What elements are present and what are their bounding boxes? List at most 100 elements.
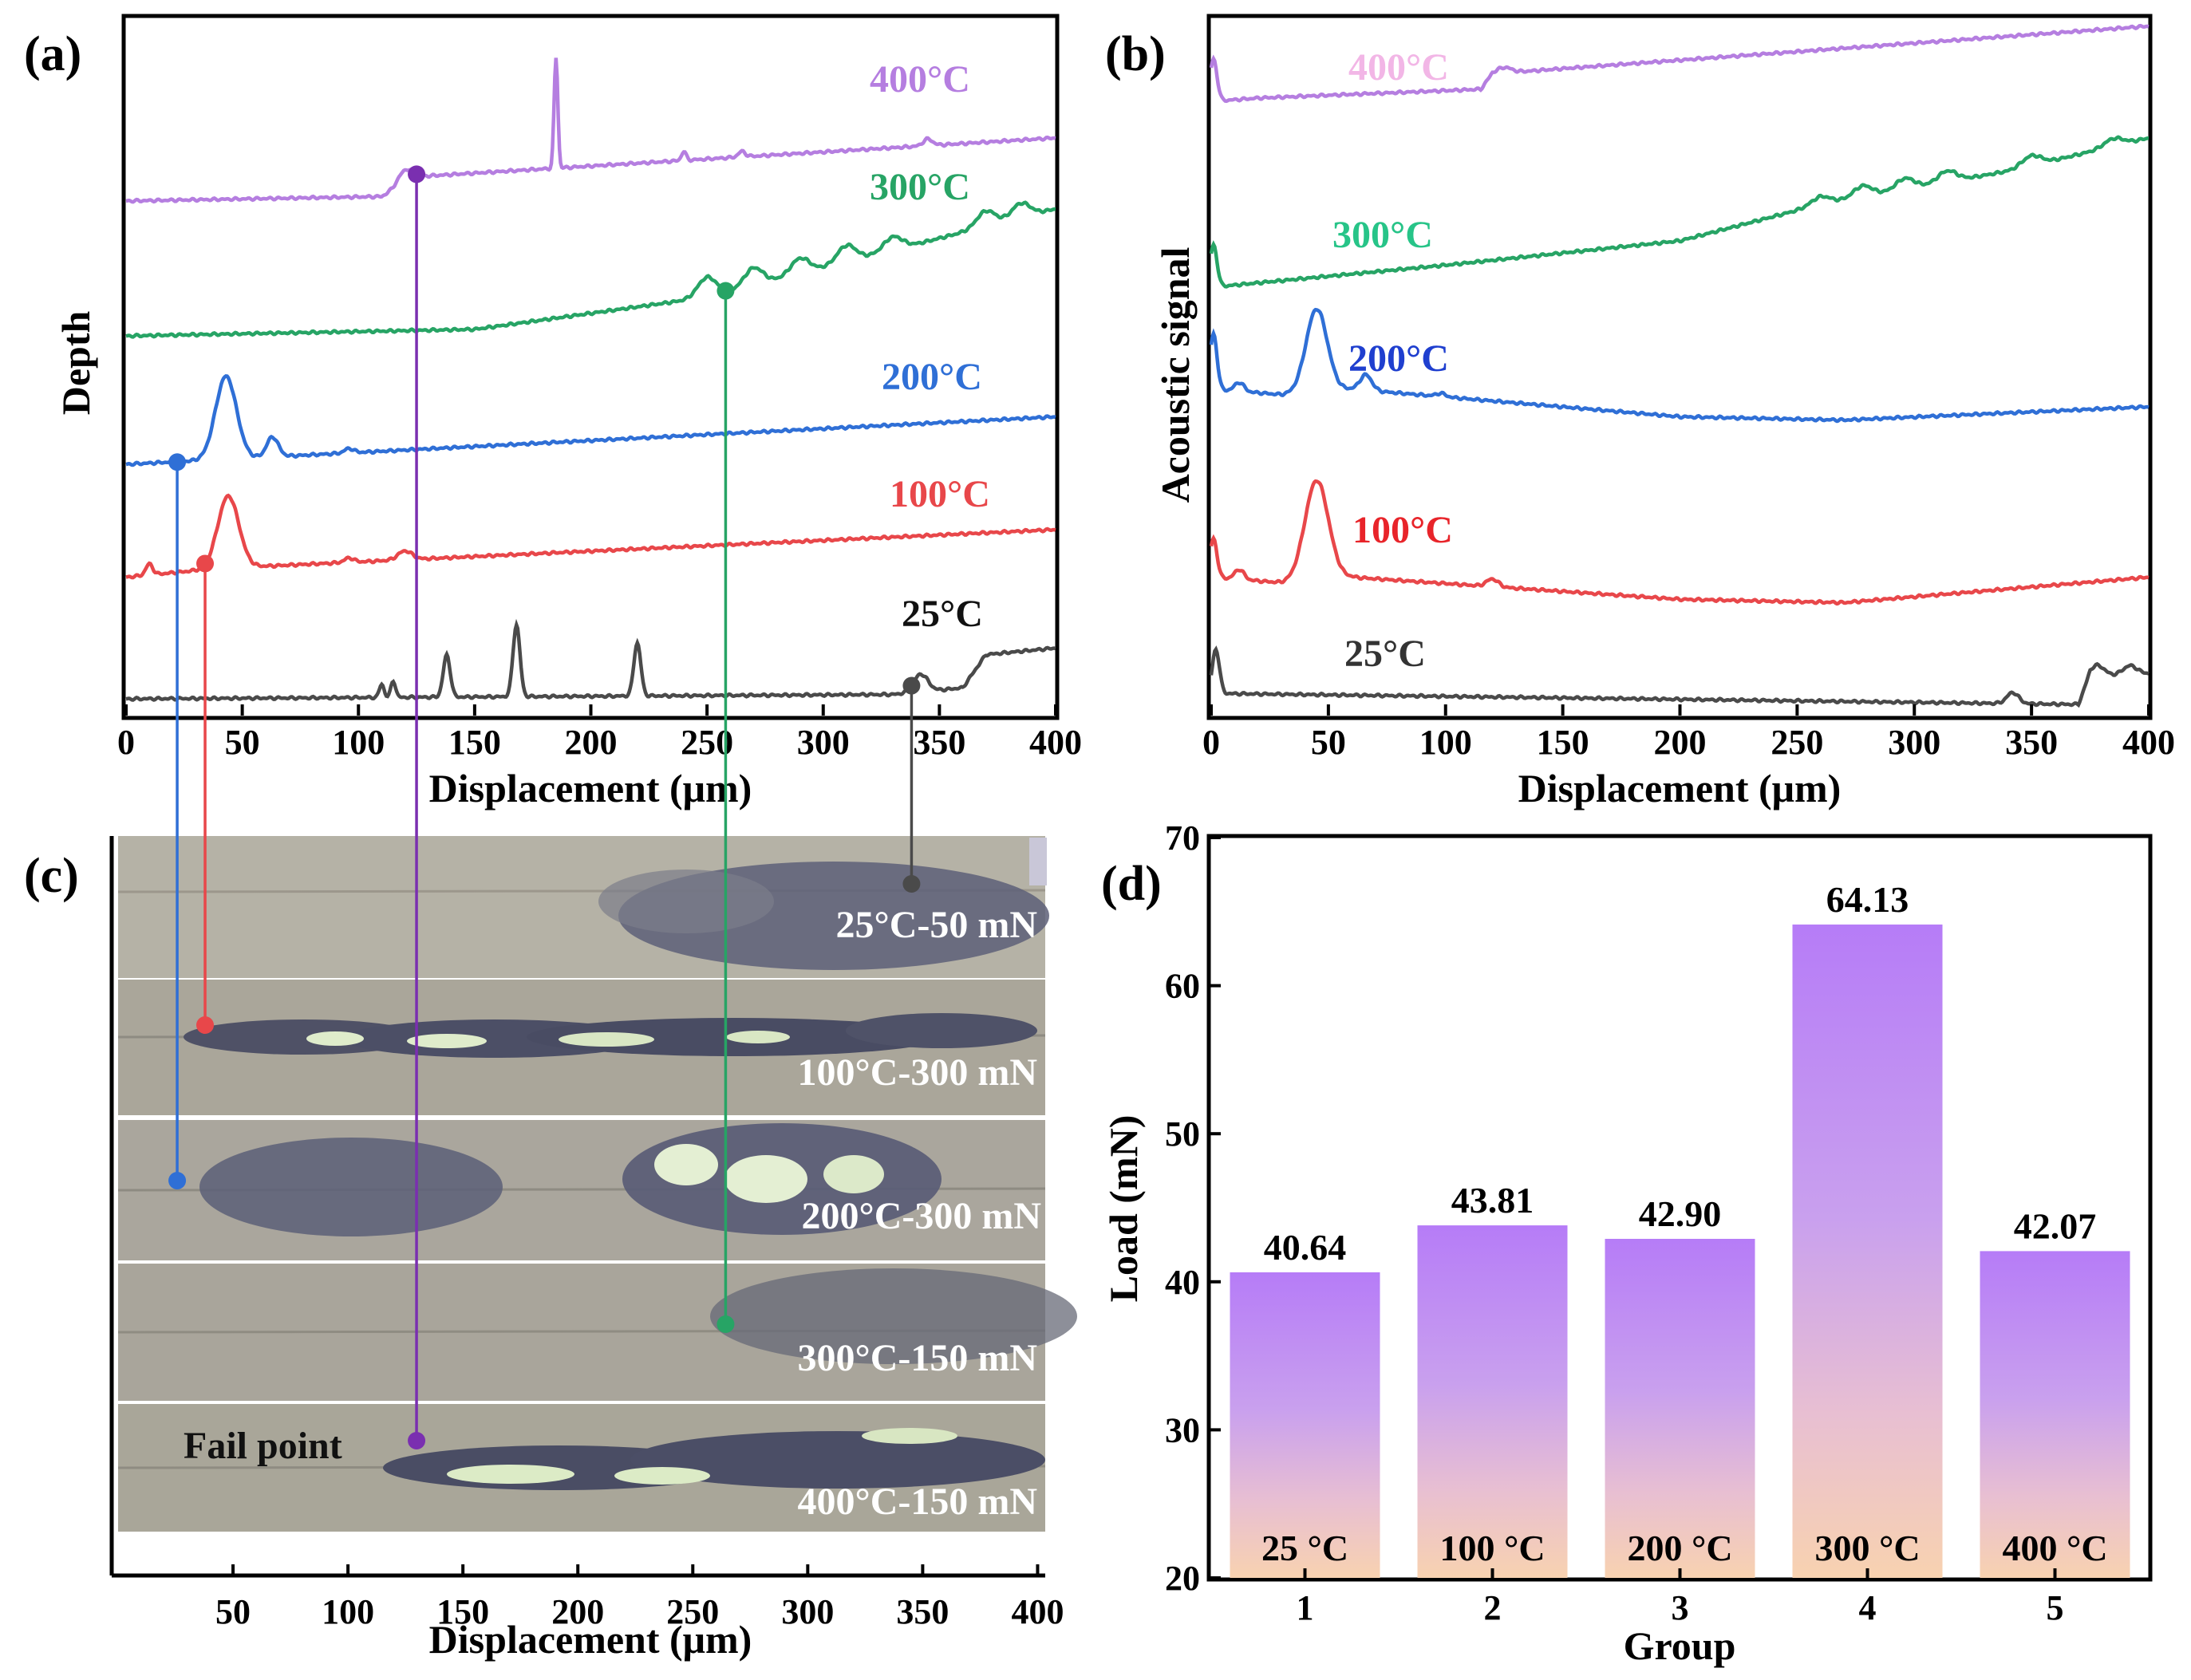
strip-300c-dark-region bbox=[710, 1268, 1077, 1364]
panel-a-x-tick-label: 400 bbox=[1029, 723, 1082, 762]
panel-c-scratch-images: (c) 25°C-50 mN 100°C-300 mN bbox=[24, 836, 1077, 1662]
strip-200c-bright-3 bbox=[823, 1155, 884, 1193]
panel-a-series-line-100c bbox=[125, 493, 1056, 580]
panel-b-series-line-400c bbox=[1209, 23, 2150, 104]
panel-d-bars: 40.64 25 °C 43.81 100 °C 42.90 200 °C 64.13 300… bbox=[1230, 879, 2130, 1578]
panel-a-x-ticks: 0 50 100 150 200 250 300 350 400 bbox=[117, 704, 1082, 762]
fail-point-connectors bbox=[168, 165, 921, 1449]
panel-d-y-tick-label: 20 bbox=[1165, 1559, 1200, 1598]
panel-b-letter: (b) bbox=[1105, 27, 1166, 81]
panel-b-acoustic-chart: (b) 400°C 300°C 200°C 100°C 25°C 0 50 100 1… bbox=[1105, 14, 2175, 810]
fail-point-annotation: Fail point bbox=[184, 1425, 342, 1467]
fail-point-dot-a-400c bbox=[408, 165, 426, 183]
fail-point-dot-c-25c bbox=[902, 875, 921, 893]
fail-point-dot-a-200c bbox=[168, 453, 187, 471]
panel-c-x-tick-label: 400 bbox=[1011, 1592, 1064, 1631]
strip-200c-label: 200°C-300 mN bbox=[802, 1195, 1042, 1237]
panel-c-x-tick-label: 100 bbox=[322, 1592, 374, 1631]
panel-a-depth-chart: (a) 400°C 300°C 200°C 100°C 25°C 0 50 100 1… bbox=[24, 14, 1082, 810]
b-label-200: 200°C bbox=[1348, 337, 1449, 380]
bar-group-1 bbox=[1230, 1272, 1380, 1578]
panel-d-x-label: Group bbox=[1624, 1623, 1736, 1668]
panel-a-series-labels: 400°C 300°C 200°C 100°C 25°C bbox=[870, 58, 990, 635]
bar-value-label-4: 64.13 bbox=[1826, 879, 1909, 920]
panel-c-x-ticks: 50 100 150 200 250 300 350 400 bbox=[215, 1564, 1064, 1631]
strip-400c-bright-1 bbox=[447, 1465, 574, 1484]
strip-400c-bright-3 bbox=[862, 1428, 957, 1444]
strip-200c: 200°C-300 mN bbox=[117, 1120, 1046, 1260]
strip-100c-bright-2 bbox=[407, 1034, 487, 1048]
b-label-100: 100°C bbox=[1352, 509, 1453, 551]
panel-c-x-tick-label: 50 bbox=[215, 1592, 251, 1631]
bar-temp-label-3: 200 °C bbox=[1627, 1528, 1732, 1568]
panel-a-x-tick-label: 100 bbox=[332, 723, 385, 762]
panel-a-plot-frame bbox=[121, 14, 1060, 720]
panel-a-x-tick-label: 300 bbox=[797, 723, 850, 762]
panel-d-x-tick-label: 2 bbox=[1484, 1588, 1502, 1627]
panel-d-x-ticks: 1 2 3 4 5 bbox=[1297, 1568, 2064, 1627]
strip-200c-dark-1 bbox=[199, 1138, 503, 1236]
panel-c-x-tick-label: 200 bbox=[551, 1592, 604, 1631]
bar-group-5 bbox=[1980, 1251, 2130, 1578]
strip-300c-label: 300°C-150 mN bbox=[798, 1337, 1038, 1379]
b-label-400: 400°C bbox=[1348, 46, 1449, 89]
b-label-300: 300°C bbox=[1332, 214, 1433, 256]
fail-point-dot-a-100c bbox=[196, 554, 215, 573]
strip-25c-label: 25°C-50 mN bbox=[836, 904, 1038, 946]
panel-d-x-tick-label: 5 bbox=[2047, 1588, 2064, 1627]
panel-a-y-label: Depth bbox=[53, 311, 98, 416]
strip-100c-bright-4 bbox=[726, 1031, 790, 1043]
fail-point-dot-c-400c bbox=[408, 1432, 426, 1449]
bar-group-2 bbox=[1417, 1225, 1568, 1578]
panel-b-series-line-300c bbox=[1209, 135, 2150, 289]
panel-d-y-tick-label: 30 bbox=[1165, 1410, 1200, 1449]
panel-a-series-line-400c bbox=[125, 57, 1056, 204]
a-label-25: 25°C bbox=[902, 593, 983, 635]
strip-400c-dark-2 bbox=[630, 1431, 1045, 1489]
panel-d-load-bar-chart: (d) 40.64 25 °C 43.81 100 °C 42.90 200 °C 64.1… bbox=[1101, 818, 2153, 1668]
a-label-400: 400°C bbox=[870, 58, 970, 101]
strip-400c: 400°C-150 mN bbox=[117, 1404, 1046, 1532]
bar-group-4 bbox=[1792, 924, 1943, 1578]
panel-a-x-label: Displacement (μm) bbox=[429, 766, 752, 810]
panel-b-x-tick-label: 50 bbox=[1311, 723, 1346, 762]
panel-c-x-tick-label: 300 bbox=[781, 1592, 834, 1631]
strip-300c: 300°C-150 mN bbox=[117, 1264, 1077, 1401]
strip-25c-shadow bbox=[598, 870, 774, 933]
panel-b-x-label: Displacement (μm) bbox=[1518, 766, 1842, 810]
panel-d-x-tick-label: 4 bbox=[1859, 1588, 1877, 1627]
panel-d-y-tick-label: 60 bbox=[1165, 967, 1200, 1006]
panel-b-x-tick-label: 100 bbox=[1419, 723, 1472, 762]
panel-a-x-tick-label: 200 bbox=[565, 723, 618, 762]
bar-value-label-5: 42.07 bbox=[2014, 1205, 2097, 1246]
strip-100c-dark-4 bbox=[846, 1013, 1037, 1048]
strip-200c-bright-1 bbox=[654, 1144, 718, 1185]
fail-point-dot-a-25c bbox=[902, 676, 921, 695]
panel-d-x-tick-label: 3 bbox=[1672, 1588, 1689, 1627]
bar-temp-label-5: 400 °C bbox=[2002, 1528, 2107, 1568]
panel-b-series-group bbox=[1209, 23, 2150, 708]
strip-25c: 25°C-50 mN bbox=[117, 836, 1049, 978]
strip-400c-bright-2 bbox=[614, 1467, 710, 1485]
panel-c-letter: (c) bbox=[24, 849, 79, 903]
panel-a-x-tick-label: 350 bbox=[913, 723, 965, 762]
panel-b-x-tick-label: 200 bbox=[1654, 723, 1707, 762]
strip-100c-bright-3 bbox=[559, 1032, 654, 1047]
panel-d-y-tick-label: 70 bbox=[1165, 818, 1200, 858]
a-label-100: 100°C bbox=[890, 473, 990, 515]
panel-b-x-tick-label: 150 bbox=[1537, 723, 1589, 762]
strip-100c: 100°C-300 mN bbox=[117, 980, 1046, 1115]
panel-a-x-tick-label: 0 bbox=[117, 723, 135, 762]
bar-temp-label-4: 300 °C bbox=[1814, 1528, 1920, 1568]
strip-100c-label: 100°C-300 mN bbox=[798, 1051, 1038, 1094]
b-label-25: 25°C bbox=[1344, 633, 1426, 675]
panel-b-x-tick-label: 300 bbox=[1888, 723, 1940, 762]
panel-a-x-tick-label: 50 bbox=[225, 723, 260, 762]
panel-d-y-tick-label: 40 bbox=[1165, 1263, 1200, 1302]
panel-c-x-tick-label: 250 bbox=[666, 1592, 719, 1631]
fail-point-dot-c-200c bbox=[168, 1172, 187, 1189]
panel-a-letter: (a) bbox=[24, 27, 81, 81]
fail-point-dot-c-100c bbox=[196, 1016, 215, 1034]
panel-d-y-tick-label: 50 bbox=[1165, 1114, 1200, 1154]
